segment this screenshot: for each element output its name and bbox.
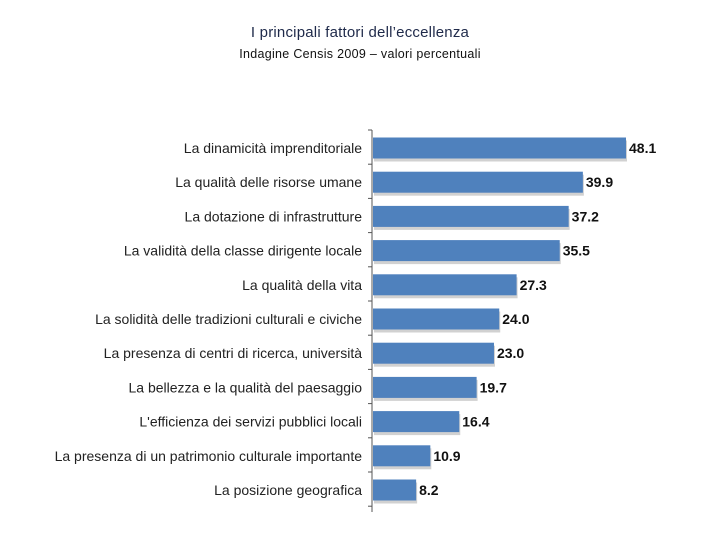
chart-title: I principali fattori dell’eccellenza — [250, 24, 470, 41]
bar — [373, 445, 431, 467]
value-label: 19.7 — [480, 379, 507, 395]
value-label: 8.2 — [419, 482, 439, 498]
bar — [373, 274, 517, 296]
value-label: 48.1 — [629, 140, 656, 156]
bar-group — [373, 137, 627, 504]
category-label: La dotazione di infrastrutture — [185, 208, 363, 224]
category-label: La qualità della vita — [242, 277, 362, 293]
category-label: L'efficienza dei servizi pubblici locali — [139, 414, 362, 430]
value-label: 16.4 — [462, 414, 489, 430]
value-label: 37.2 — [572, 208, 599, 224]
category-label: La bellezza e la qualità del paesaggio — [128, 379, 362, 395]
bar — [373, 411, 460, 433]
category-label: La presenza di un patrimonio culturale i… — [55, 448, 363, 464]
category-label: La posizione geografica — [214, 482, 362, 498]
chart-subtitle: Indagine Censis 2009 – valori percentual… — [239, 47, 481, 61]
value-labels: 48.1 39.9 37.2 35.5 27.3 24.0 23.0 19.7 16.4 10.9… — [419, 140, 656, 498]
value-label: 27.3 — [520, 277, 547, 293]
bar — [373, 342, 494, 364]
bar — [373, 171, 583, 193]
y-axis — [368, 129, 373, 512]
category-label: La presenza di centri di ricerca, univer… — [104, 345, 363, 361]
category-labels: La dinamicità imprenditoriale La qualità … — [55, 140, 363, 498]
value-label: 10.9 — [433, 448, 460, 464]
value-label: 24.0 — [502, 311, 529, 327]
value-label: 23.0 — [497, 345, 524, 361]
bar — [373, 240, 560, 262]
category-label: La solidità delle tradizioni culturali e… — [95, 311, 362, 327]
value-label: 35.5 — [563, 243, 590, 259]
value-label: 39.9 — [586, 174, 613, 190]
category-label: La dinamicità imprenditoriale — [184, 140, 362, 156]
category-label: La validità della classe dirigente local… — [124, 243, 362, 259]
bar — [373, 308, 500, 330]
bar — [373, 376, 477, 398]
bar — [373, 479, 417, 501]
bar — [373, 205, 569, 227]
bar — [373, 137, 626, 159]
category-label: La qualità delle risorse umane — [175, 174, 362, 190]
